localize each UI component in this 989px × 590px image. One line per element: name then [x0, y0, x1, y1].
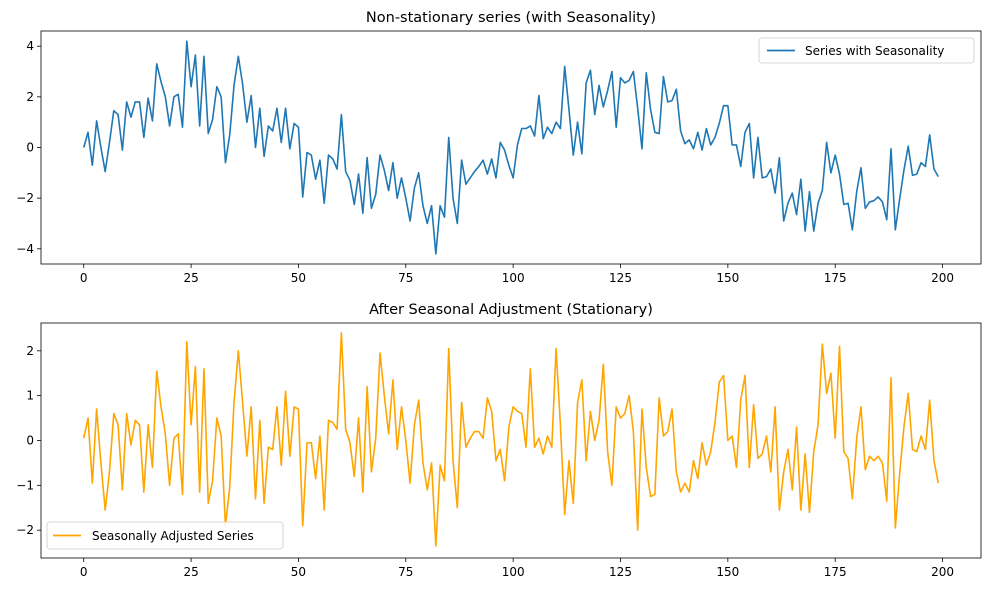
series-line-0 — [82, 40, 939, 255]
axis-ticks: 0 25 50 75 100 125 150 175 200 −4 −2 0 2 4 — [16, 39, 954, 285]
y-tick-label: −2 — [16, 523, 34, 537]
x-tick-label: 100 — [502, 271, 525, 285]
y-tick-label: 0 — [26, 434, 34, 448]
chart-title: After Seasonal Adjustment (Stationary) — [369, 302, 653, 318]
x-tick-label: 175 — [824, 565, 847, 579]
legend-label-adjusted-series: Seasonally Adjusted Series — [92, 529, 254, 543]
x-tick-label: 25 — [183, 565, 198, 579]
axis-ticks: 0 25 50 75 100 125 150 175 200 −2 −1 0 1 2 — [16, 344, 954, 579]
x-tick-label: 25 — [183, 271, 198, 285]
x-tick-label: 100 — [502, 565, 525, 579]
x-tick-label: 0 — [80, 271, 88, 285]
y-tick-label: 2 — [26, 90, 34, 104]
x-tick-label: 125 — [609, 271, 632, 285]
legend: Series with Seasonality — [758, 37, 975, 64]
legend-box — [46, 521, 284, 550]
x-tick-label: 75 — [398, 271, 413, 285]
y-tick-label: 4 — [26, 39, 34, 53]
series-line-0 — [82, 332, 940, 547]
x-tick-label: 200 — [931, 271, 954, 285]
x-tick-label: 200 — [931, 565, 954, 579]
y-tick-label: −4 — [16, 242, 34, 256]
y-tick-label: 0 — [26, 141, 34, 155]
chart-seasonal-series: Non-stationary series (with Seasonality)… — [16, 10, 982, 285]
chart-title: Non-stationary series (with Seasonality) — [366, 10, 656, 26]
x-tick-label: 75 — [398, 565, 413, 579]
x-tick-label: 125 — [609, 565, 632, 579]
y-tick-label: 1 — [26, 389, 34, 403]
y-tick-label: −2 — [16, 191, 34, 205]
y-tick-label: 2 — [26, 344, 34, 358]
y-tick-label: −1 — [16, 478, 34, 492]
plot-area — [82, 40, 939, 255]
x-tick-label: 0 — [80, 565, 88, 579]
legend-label-seasonal-series: Series with Seasonality — [805, 44, 944, 58]
x-tick-label: 50 — [291, 565, 306, 579]
x-tick-label: 150 — [716, 271, 739, 285]
plot-area — [82, 332, 940, 547]
x-tick-label: 175 — [824, 271, 847, 285]
legend-box — [758, 37, 975, 64]
x-tick-label: 50 — [291, 271, 306, 285]
legend: Seasonally Adjusted Series — [46, 521, 284, 550]
x-tick-label: 150 — [716, 565, 739, 579]
chart-adjusted-series: After Seasonal Adjustment (Stationary) 0… — [16, 302, 982, 579]
